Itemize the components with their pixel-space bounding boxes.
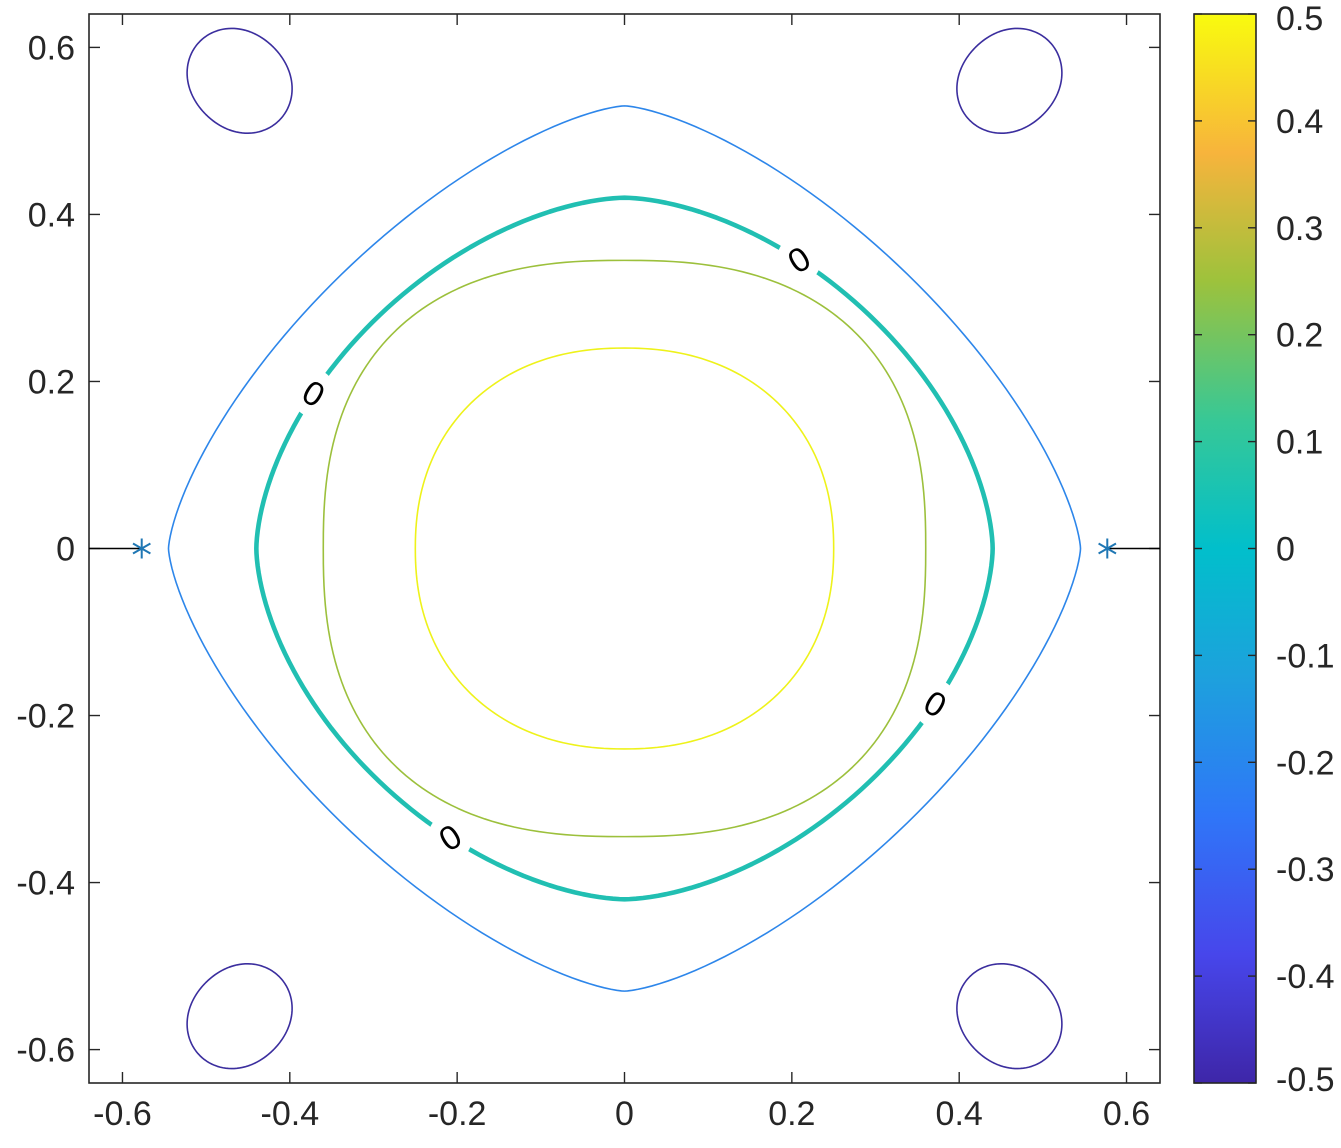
star-marker-stroke — [1098, 542, 1117, 555]
contour-label-gap — [428, 813, 473, 862]
contour-label-gap — [291, 369, 336, 418]
colorbar-tick-label: -0.3 — [1276, 851, 1335, 889]
colorbar-tick-label: 0.1 — [1276, 424, 1323, 462]
x-tick-label: -0.6 — [93, 1095, 152, 1133]
y-tick-label: 0 — [56, 531, 75, 569]
star-marker — [132, 538, 151, 559]
star-marker-stroke — [132, 542, 151, 555]
star-marker — [1098, 538, 1117, 559]
x-tick-label: 0.6 — [1103, 1095, 1150, 1133]
x-tick-label: 0.2 — [768, 1095, 815, 1133]
y-tick-label: 0.6 — [28, 29, 75, 67]
colorbar-tick-label: 0.2 — [1276, 317, 1323, 355]
x-tick-label: 0.4 — [936, 1095, 983, 1133]
contour-line — [322, 259, 927, 838]
x-tick-label: -0.4 — [261, 1095, 320, 1133]
x-tick-label: -0.2 — [428, 1095, 487, 1133]
y-tick-label: 0.4 — [28, 196, 75, 234]
colorbar: 0.5 0.4 0.3 0.2 0.1 0 -0.1 -0.2 -0.3 -0.4 -0.5 — [1193, 0, 1335, 1099]
contour-label-gap — [776, 235, 821, 284]
colorbar-tick-label: -0.5 — [1276, 1061, 1335, 1099]
contour-line — [186, 962, 293, 1070]
colorbar-tick-label: 0.3 — [1276, 210, 1323, 248]
colorbar-tick-label: -0.1 — [1276, 637, 1335, 675]
contour-line — [186, 27, 293, 135]
contour-plot-area: -0.6 -0.4 -0.2 0 0.2 0.4 0.6 0.6 0.4 0.2 0 -0.2 -0.4… — [16, 13, 1161, 1133]
colorbar-tick-label: -0.2 — [1276, 744, 1335, 782]
y-tick-label: -0.6 — [16, 1032, 75, 1070]
contour-line — [414, 347, 835, 750]
contour-line — [167, 105, 1082, 992]
colorbar-tick-label: -0.4 — [1276, 958, 1335, 996]
colorbar-tick-label: 0.5 — [1276, 0, 1323, 38]
y-tick-label: -0.4 — [16, 865, 75, 903]
contour-label-gap — [913, 679, 958, 728]
y-tick-label: 0.2 — [28, 363, 75, 401]
axes-frame — [88, 13, 1161, 1084]
x-tick-label: 0 — [615, 1095, 634, 1133]
colorbar-tick-label: 0 — [1276, 531, 1295, 569]
contour-line — [956, 962, 1063, 1070]
contour-line — [254, 195, 995, 902]
contour-line — [956, 27, 1063, 135]
y-tick-label: -0.2 — [16, 698, 75, 736]
colorbar-tick-label: 0.4 — [1276, 103, 1323, 141]
colorbar-gradient — [1194, 14, 1256, 1083]
